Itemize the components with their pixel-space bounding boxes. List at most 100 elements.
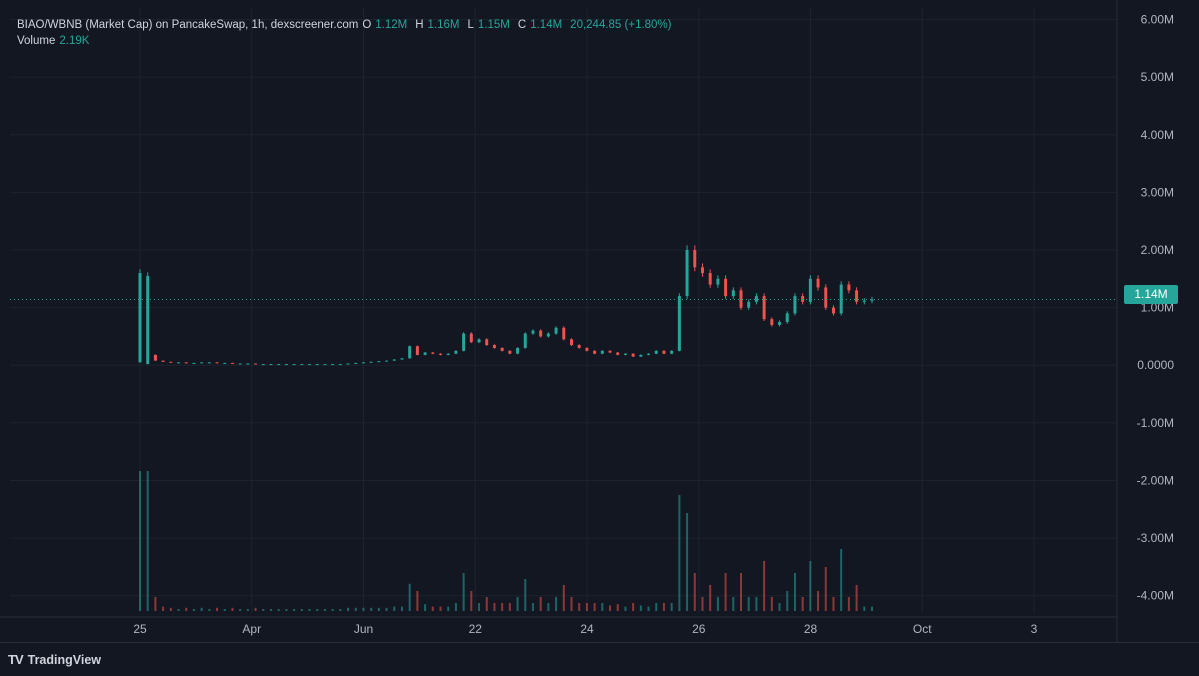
tradingview-brand[interactable]: TV TradingView bbox=[8, 652, 101, 667]
volume-bar bbox=[570, 597, 573, 611]
brand-label: TradingView bbox=[27, 652, 102, 667]
legend-low-prefix: L bbox=[467, 19, 474, 31]
candle-body bbox=[754, 296, 758, 302]
candle-body bbox=[292, 364, 296, 366]
volume-bar bbox=[686, 513, 689, 611]
volume-bar bbox=[162, 606, 165, 611]
candle-body bbox=[392, 359, 396, 361]
candle-body bbox=[223, 362, 227, 364]
volume-bar bbox=[439, 606, 442, 611]
chart-legend: BIAO/WBNB (Market Cap) on PancakeSwap, 1… bbox=[17, 17, 676, 49]
x-tick-label: Jun bbox=[354, 622, 373, 636]
x-tick-label: 22 bbox=[469, 622, 483, 636]
volume-bar bbox=[793, 573, 796, 611]
y-tick-label: 1.00M bbox=[1141, 301, 1174, 315]
candle-body bbox=[385, 360, 389, 362]
volume-bar bbox=[824, 567, 827, 611]
candle-body bbox=[315, 364, 319, 366]
candle-body bbox=[369, 361, 373, 363]
candle-body bbox=[238, 363, 242, 365]
y-tick-label: 6.00M bbox=[1141, 13, 1174, 27]
candle-body bbox=[839, 284, 843, 314]
candle-body bbox=[569, 339, 573, 346]
volume-bar bbox=[393, 606, 396, 611]
volume-bar bbox=[732, 597, 735, 611]
candle-body bbox=[277, 364, 281, 366]
candle-body bbox=[177, 362, 181, 364]
legend-change-value: 20,244.85 (+1.80%) bbox=[570, 19, 672, 31]
volume-bar bbox=[639, 605, 642, 611]
candle-body bbox=[770, 319, 774, 325]
volume-bar bbox=[347, 607, 350, 611]
volume-bar bbox=[154, 597, 157, 611]
volume-bar bbox=[601, 603, 604, 611]
volume-bar bbox=[262, 609, 265, 611]
volume-bar bbox=[624, 606, 627, 611]
x-tick-label: 28 bbox=[804, 622, 818, 636]
volume-bar bbox=[470, 591, 473, 611]
y-tick-label: 0.0000 bbox=[1137, 358, 1174, 372]
volume-bar bbox=[239, 609, 242, 611]
candle-body bbox=[847, 284, 851, 291]
candle-body bbox=[161, 360, 165, 362]
volume-bar bbox=[539, 597, 542, 611]
x-tick-label: 25 bbox=[133, 622, 147, 636]
volume-bar bbox=[809, 561, 812, 611]
x-tick-label: Apr bbox=[242, 622, 261, 636]
candle-body bbox=[284, 364, 288, 366]
candle-body bbox=[562, 327, 566, 340]
candle-body bbox=[593, 350, 597, 354]
candle-body bbox=[485, 339, 489, 346]
volume-bar bbox=[139, 471, 141, 611]
candle-body bbox=[608, 350, 612, 353]
volume-bar bbox=[770, 597, 773, 611]
candle-body bbox=[816, 278, 820, 288]
volume-bar bbox=[339, 609, 342, 611]
candle-body bbox=[831, 307, 835, 314]
volume-bar bbox=[593, 603, 596, 611]
volume-bar bbox=[832, 597, 835, 611]
candle-body bbox=[824, 287, 828, 308]
candle-body bbox=[508, 350, 512, 354]
volume-bar bbox=[431, 606, 434, 611]
candle-body bbox=[323, 364, 327, 366]
volume-bar bbox=[740, 573, 743, 611]
volume-bar bbox=[855, 585, 858, 611]
volume-bar bbox=[462, 573, 465, 611]
candle-body bbox=[462, 333, 466, 351]
volume-bar bbox=[185, 607, 188, 611]
candle-body bbox=[739, 290, 743, 308]
volume-bar bbox=[670, 603, 673, 611]
candle-body bbox=[153, 354, 157, 361]
volume-bar bbox=[454, 603, 457, 611]
candle-body bbox=[685, 250, 689, 297]
volume-bar bbox=[662, 603, 665, 611]
y-tick-label: 5.00M bbox=[1141, 70, 1174, 84]
volume-bar bbox=[524, 579, 527, 611]
volume-bar bbox=[531, 603, 534, 611]
volume-bar bbox=[493, 603, 496, 611]
candle-body bbox=[408, 346, 412, 359]
x-tick-label: Oct bbox=[913, 622, 932, 636]
candle-body bbox=[539, 330, 543, 337]
candle-body bbox=[693, 250, 697, 268]
candle-body bbox=[138, 273, 142, 363]
x-tick-label: 3 bbox=[1031, 622, 1038, 636]
candle-body bbox=[331, 364, 335, 366]
volume-bar bbox=[192, 609, 195, 611]
candle-body bbox=[647, 353, 651, 355]
volume-bar bbox=[216, 607, 219, 611]
volume-bar bbox=[277, 609, 280, 611]
candle-body bbox=[361, 362, 365, 364]
candle-body bbox=[492, 345, 496, 348]
volume-bar bbox=[254, 607, 257, 611]
candle-body bbox=[516, 347, 520, 354]
candle-body bbox=[639, 354, 643, 357]
candle-body bbox=[254, 363, 258, 365]
volume-bar bbox=[478, 603, 481, 611]
candle-body bbox=[354, 362, 358, 364]
legend-close-prefix: C bbox=[517, 19, 527, 31]
volume-bar bbox=[485, 597, 488, 611]
